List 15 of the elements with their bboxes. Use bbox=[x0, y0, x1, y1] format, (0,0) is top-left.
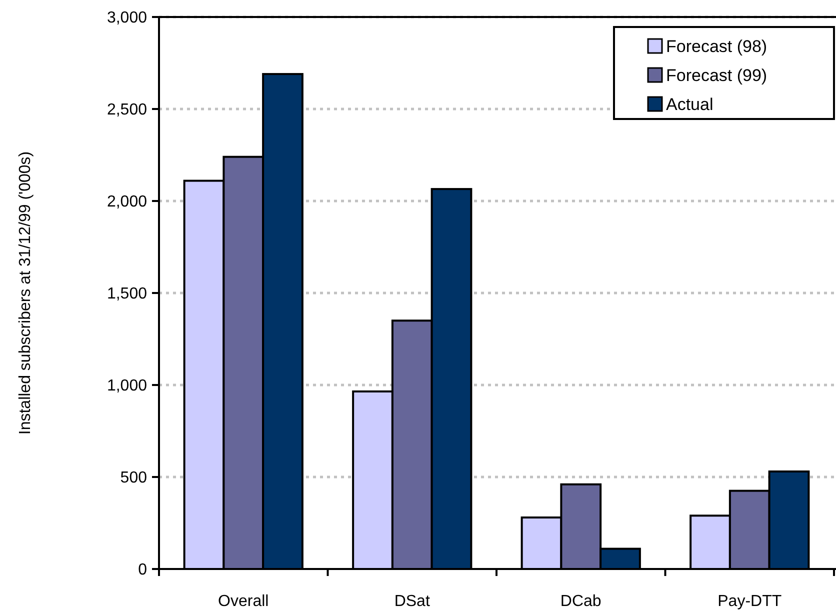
x-tick-label: Pay-DTT bbox=[718, 593, 782, 610]
y-axis-title: Installed subscribers at 31/12/99 ('000s) bbox=[17, 151, 34, 435]
legend-label: Forecast (99) bbox=[666, 66, 768, 85]
x-tick-label: DSat bbox=[394, 593, 430, 610]
x-tick-label: Overall bbox=[218, 593, 269, 610]
y-tick-label: 2,000 bbox=[106, 194, 148, 211]
legend-label: Actual bbox=[666, 94, 714, 114]
y-tick-label: 3,000 bbox=[106, 10, 148, 27]
y-tick-label: 1,000 bbox=[106, 378, 148, 395]
y-tick-label: 2,500 bbox=[106, 102, 148, 119]
x-tick-label: DCab bbox=[560, 593, 602, 610]
legend-label: Forecast (98) bbox=[666, 36, 768, 56]
y-tick-label: 0 bbox=[138, 562, 148, 579]
y-tick-label: 500 bbox=[120, 470, 148, 487]
y-tick-label: 1,500 bbox=[106, 286, 148, 303]
